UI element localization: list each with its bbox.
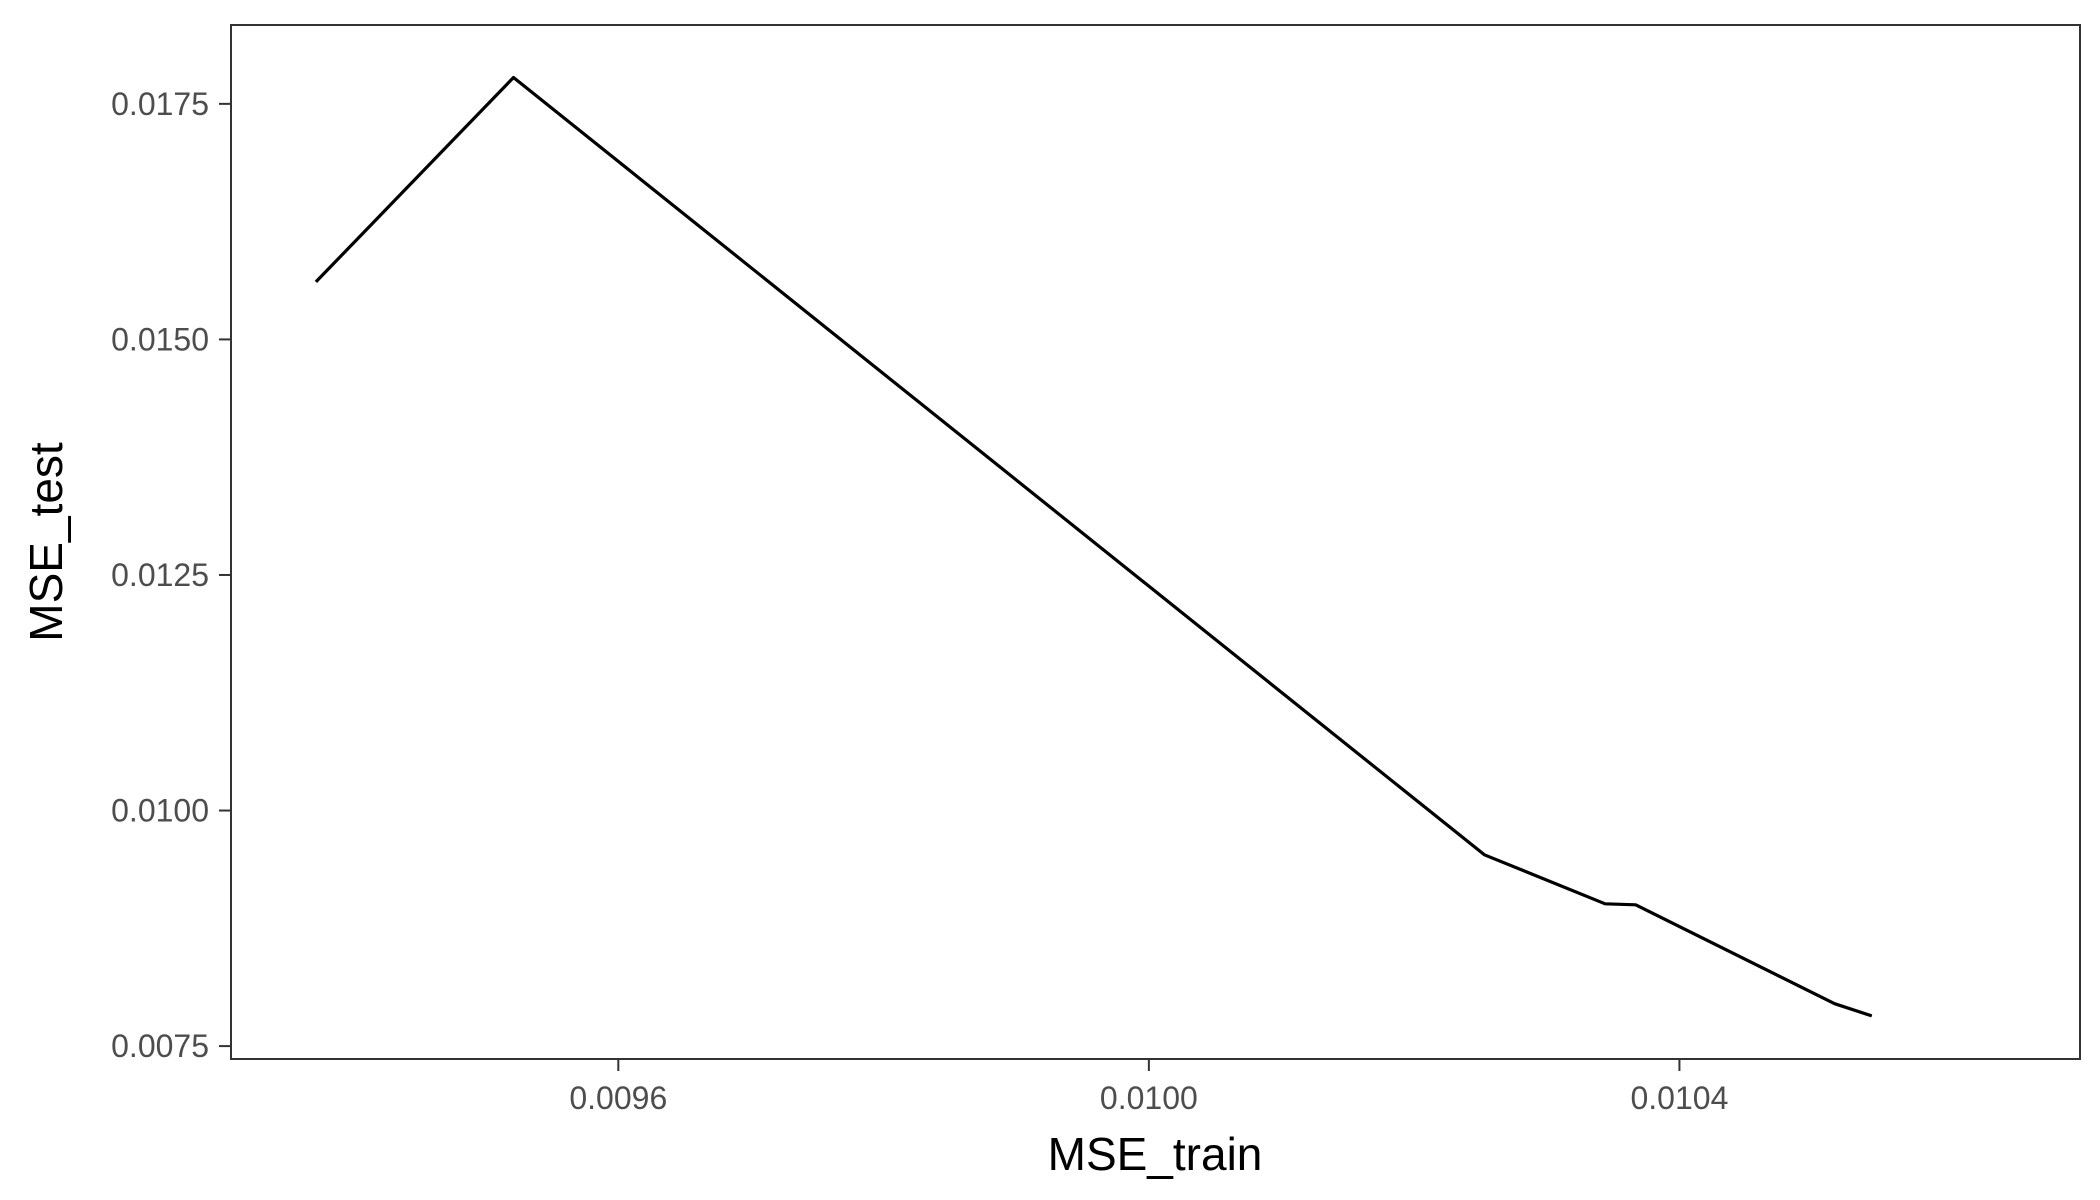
x-tick-label: 0.0100: [1100, 1080, 1198, 1116]
series-line: [314, 75, 1873, 1018]
y-tick-label: 0.0100: [111, 793, 209, 829]
y-tick-label: 0.0175: [111, 86, 209, 122]
plot-panel: [230, 24, 2081, 1060]
y-tick-label: 0.0075: [111, 1028, 209, 1064]
x-axis: 0.0096 0.0100 0.0104: [569, 1059, 1728, 1116]
y-axis: 0.0075 0.0100 0.0125 0.0150 0.0175: [111, 86, 231, 1064]
y-axis-title: MSE_test: [20, 442, 72, 642]
x-axis-title: MSE_train: [1048, 1128, 1263, 1180]
y-tick-label: 0.0125: [111, 557, 209, 593]
x-tick-label: 0.0104: [1630, 1080, 1728, 1116]
series-layer: [314, 75, 1873, 1018]
y-tick-label: 0.0150: [111, 321, 209, 357]
x-tick-label: 0.0096: [569, 1080, 667, 1116]
